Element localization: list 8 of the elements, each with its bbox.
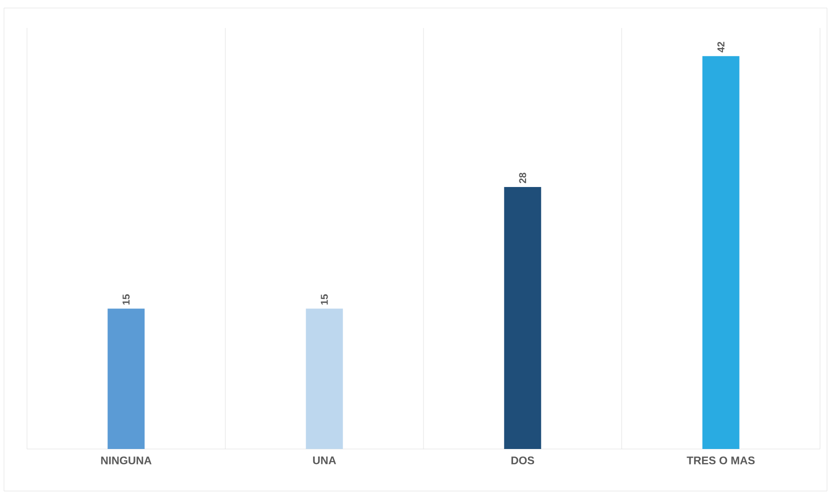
data-label: 15: [122, 294, 130, 305]
x-tick-label: TRES O MAS: [686, 456, 755, 464]
x-tick-label: UNA: [313, 456, 336, 464]
data-label: 15: [320, 294, 328, 305]
x-tick-label: DOS: [511, 456, 534, 464]
data-label: 28: [519, 172, 526, 184]
x-tick-label: NINGUNA: [101, 456, 152, 464]
data-label: 42: [717, 42, 724, 52]
